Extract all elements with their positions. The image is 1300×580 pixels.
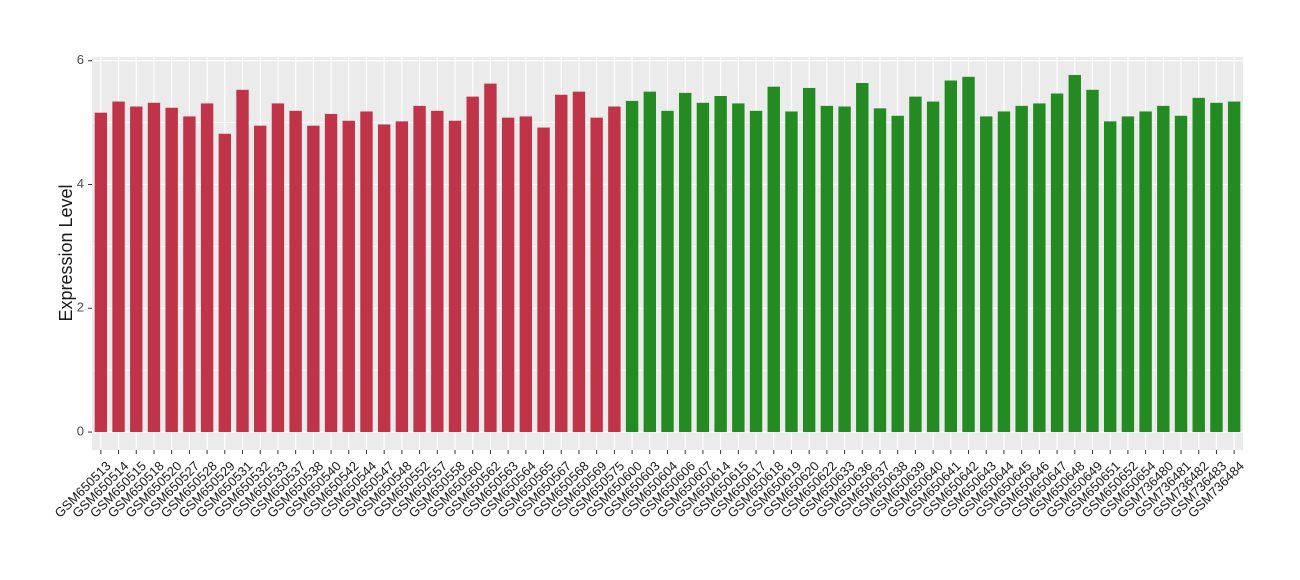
bar bbox=[1139, 111, 1152, 433]
bar bbox=[236, 89, 249, 433]
bar bbox=[1157, 105, 1170, 433]
bar bbox=[785, 111, 798, 433]
y-tick-label: 6 bbox=[77, 52, 84, 67]
bar bbox=[802, 87, 816, 433]
bar bbox=[679, 92, 692, 433]
bar bbox=[643, 91, 656, 433]
bar bbox=[200, 103, 214, 433]
bar bbox=[289, 110, 302, 433]
bar bbox=[909, 96, 922, 433]
bar bbox=[944, 80, 958, 433]
bar bbox=[608, 106, 621, 433]
bar bbox=[183, 116, 196, 433]
bar bbox=[1210, 102, 1223, 433]
bar bbox=[590, 117, 603, 433]
bar bbox=[572, 91, 586, 433]
bar bbox=[1086, 89, 1099, 433]
bar bbox=[625, 100, 639, 433]
bar bbox=[147, 102, 161, 433]
bar bbox=[112, 101, 125, 433]
bar bbox=[1033, 103, 1046, 433]
y-axis-label: Expression Level bbox=[56, 184, 76, 321]
bar bbox=[891, 115, 904, 433]
bar bbox=[732, 103, 745, 433]
bar bbox=[926, 101, 940, 433]
bar bbox=[856, 82, 869, 433]
bar bbox=[661, 110, 674, 433]
bar bbox=[1192, 97, 1205, 433]
bar bbox=[1050, 93, 1064, 433]
bar bbox=[696, 102, 710, 433]
bar bbox=[749, 110, 763, 433]
bar bbox=[767, 86, 780, 433]
bar bbox=[980, 116, 993, 433]
bar bbox=[1227, 101, 1241, 433]
bar bbox=[838, 106, 851, 433]
bar bbox=[395, 121, 409, 433]
y-tick-label: 0 bbox=[77, 423, 84, 438]
bar bbox=[342, 120, 355, 433]
bar bbox=[997, 111, 1011, 433]
bar bbox=[962, 76, 975, 433]
bar bbox=[555, 94, 568, 433]
bar bbox=[377, 124, 391, 433]
bar bbox=[820, 105, 834, 433]
bar bbox=[873, 108, 887, 433]
bar bbox=[307, 125, 320, 433]
bar bbox=[413, 105, 426, 433]
bar bbox=[218, 133, 232, 433]
bar bbox=[519, 116, 533, 433]
bar bbox=[165, 107, 178, 433]
bar bbox=[324, 113, 338, 433]
bar bbox=[714, 95, 727, 433]
y-tick-label: 2 bbox=[77, 300, 84, 315]
bar bbox=[1121, 116, 1135, 433]
bar bbox=[1068, 74, 1081, 433]
bar bbox=[1103, 121, 1117, 433]
y-tick-label: 4 bbox=[77, 176, 84, 191]
bar bbox=[94, 112, 108, 433]
bar bbox=[254, 125, 267, 433]
bar bbox=[537, 127, 550, 433]
bar bbox=[501, 117, 515, 433]
bar bbox=[466, 96, 479, 433]
bar bbox=[448, 120, 462, 433]
bar bbox=[1015, 105, 1028, 433]
bar bbox=[271, 103, 285, 433]
bar bbox=[1174, 115, 1188, 433]
bar bbox=[360, 111, 373, 433]
bar bbox=[431, 110, 444, 433]
bar bbox=[484, 83, 497, 433]
bar bbox=[130, 106, 143, 433]
